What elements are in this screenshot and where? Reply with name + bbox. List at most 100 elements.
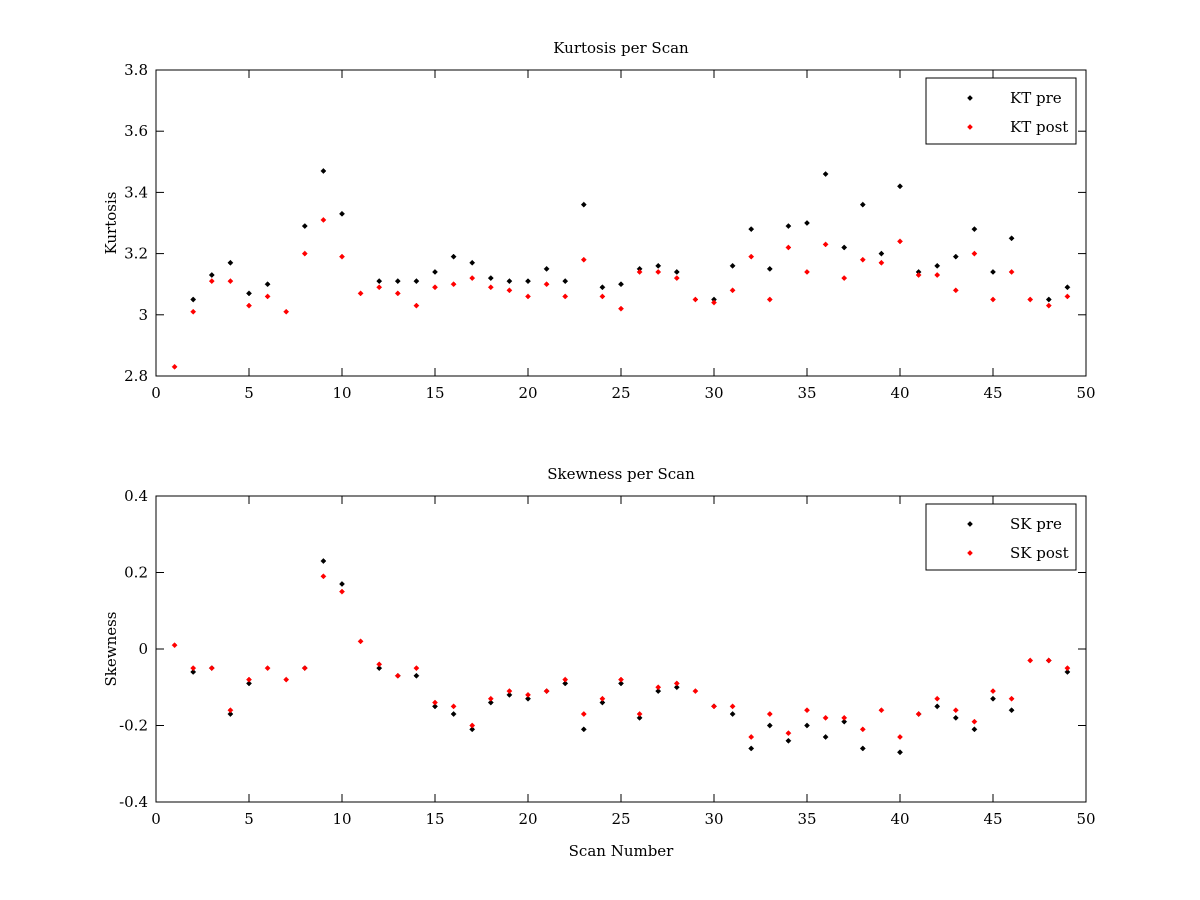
- data-point: [748, 226, 755, 233]
- data-point: [469, 726, 476, 733]
- x-tick-label: 15: [425, 810, 444, 828]
- data-point: [897, 749, 903, 756]
- data-point: [766, 296, 773, 303]
- data-point: [971, 718, 978, 725]
- data-point: [543, 688, 550, 695]
- data-point: [208, 665, 215, 672]
- data-point: [413, 672, 420, 679]
- data-point: [432, 703, 438, 710]
- x-tick-label: 20: [518, 810, 537, 828]
- data-point: [320, 573, 327, 580]
- x-tick-label: 20: [518, 384, 537, 402]
- data-point: [376, 278, 383, 285]
- legend-box: [925, 503, 1077, 571]
- data-point: [673, 269, 680, 275]
- data-point: [506, 278, 513, 285]
- data-point: [450, 703, 457, 710]
- legend-label: SK pre: [1010, 515, 1062, 533]
- data-point: [487, 695, 494, 702]
- data-point: [227, 278, 234, 285]
- data-point: [766, 722, 773, 729]
- data-point: [822, 241, 829, 248]
- data-point: [1008, 235, 1015, 242]
- data-point: [357, 290, 364, 297]
- legend-marker: [967, 95, 973, 101]
- data-point: [729, 711, 736, 717]
- data-point: [1064, 284, 1071, 291]
- x-tick-label: 0: [151, 384, 161, 402]
- data-point: [190, 296, 197, 303]
- data-point: [264, 293, 271, 300]
- data-point: [246, 676, 252, 683]
- data-point: [320, 168, 327, 174]
- legend-marker: [967, 124, 973, 130]
- data-point: [506, 287, 513, 294]
- y-tick-label: -0.4: [119, 793, 148, 811]
- data-point: [971, 250, 978, 257]
- data-point: [599, 293, 606, 300]
- data-point: [450, 711, 457, 717]
- data-point: [376, 284, 383, 291]
- legend-label: KT pre: [1010, 89, 1062, 107]
- data-point: [636, 269, 643, 275]
- series-kt-pre: [190, 168, 1071, 303]
- data-point: [822, 714, 829, 721]
- data-point: [1008, 707, 1015, 714]
- data-point: [729, 287, 736, 294]
- data-point: [822, 171, 829, 177]
- data-point: [413, 302, 420, 309]
- data-point: [599, 284, 606, 291]
- x-tick-label: 5: [244, 810, 254, 828]
- data-point: [748, 745, 755, 752]
- x-tick-label: 40: [890, 384, 909, 402]
- x-tick-label: 45: [983, 384, 1002, 402]
- x-tick-label: 30: [704, 384, 723, 402]
- data-point: [692, 296, 699, 303]
- data-point: [376, 661, 383, 668]
- data-point: [915, 711, 922, 717]
- data-point: [841, 275, 848, 282]
- data-point: [952, 287, 959, 294]
- data-point: [711, 703, 717, 710]
- x-tick-label: 45: [983, 810, 1002, 828]
- data-point: [394, 672, 401, 679]
- data-point: [525, 278, 531, 285]
- data-point: [1045, 296, 1052, 303]
- data-point: [190, 668, 197, 675]
- data-point: [934, 703, 941, 710]
- data-point: [785, 730, 792, 737]
- data-point: [655, 684, 662, 691]
- data-point: [618, 305, 624, 312]
- y-tick-label: 3.4: [124, 183, 148, 201]
- data-point: [525, 695, 531, 702]
- data-point: [859, 726, 866, 733]
- data-point: [264, 665, 271, 672]
- chart-2: 0 5 10 15 20 25 30 35 40 45 50 -0.4 -0.2 0 0.2 0.4 Skewn…: [102, 465, 1096, 860]
- data-point: [432, 269, 438, 275]
- data-point: [859, 201, 866, 208]
- data-point: [301, 665, 308, 672]
- x-axis-label: Scan Number: [569, 842, 675, 860]
- data-point: [394, 290, 401, 297]
- data-point: [1064, 293, 1071, 300]
- x-tick-label: 25: [611, 810, 630, 828]
- data-point: [580, 711, 587, 717]
- data-point: [171, 363, 178, 370]
- data-point: [320, 558, 327, 564]
- data-point: [841, 718, 848, 725]
- chart-title: Kurtosis per Scan: [553, 39, 689, 57]
- legend-label: SK post: [1010, 544, 1069, 562]
- data-point: [859, 745, 866, 752]
- y-tick-label: 3.2: [124, 245, 148, 263]
- data-point: [934, 262, 941, 269]
- data-point: [673, 684, 680, 691]
- x-tick-label: 50: [1076, 810, 1095, 828]
- legend-label: KT post: [1010, 118, 1068, 136]
- data-point: [804, 722, 810, 729]
- data-point: [878, 250, 885, 257]
- data-point: [971, 226, 978, 233]
- data-point: [301, 223, 308, 230]
- data-point: [1064, 665, 1071, 672]
- data-point: [766, 265, 773, 272]
